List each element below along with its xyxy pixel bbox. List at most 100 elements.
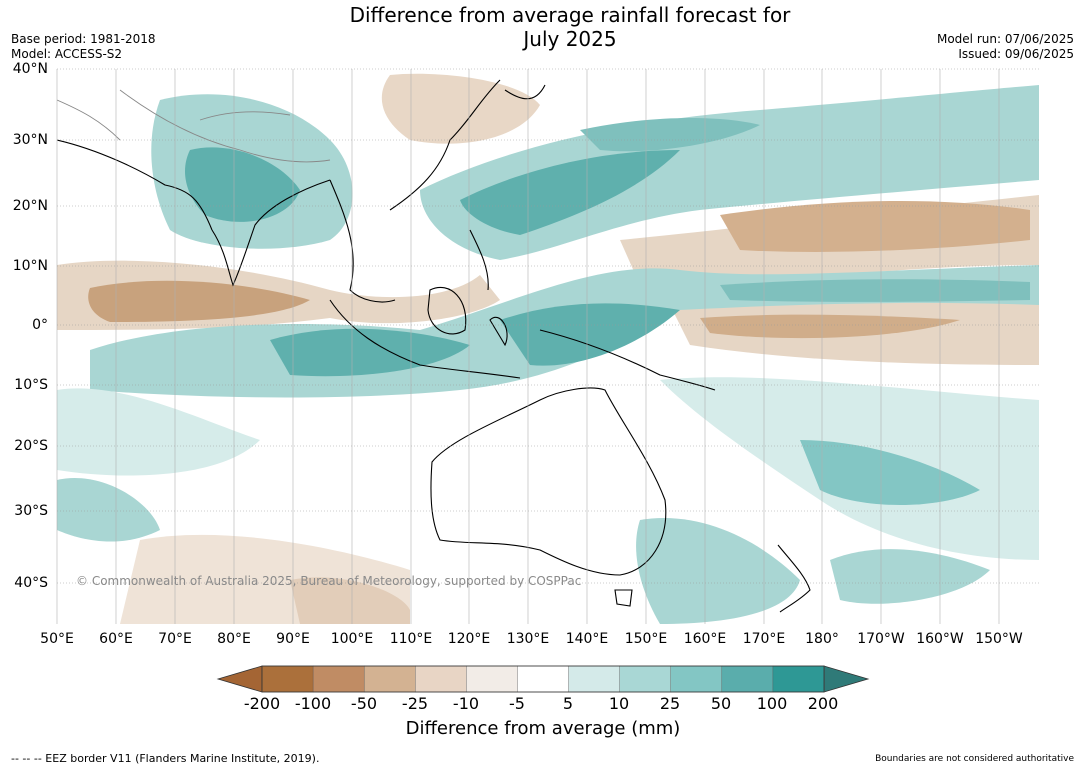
colorbar-tick: -10	[452, 694, 480, 713]
border-line	[199, 111, 291, 121]
colorbar-cell	[772, 665, 825, 693]
coastlines	[57, 79, 811, 613]
colorbar-cell	[415, 665, 468, 693]
dry-region	[700, 314, 960, 339]
map-title-line1: Difference from average rainfall forecas…	[349, 3, 791, 27]
colorbar-cell	[466, 665, 519, 693]
meta-right: Model run: 07/06/2025 Issued: 09/06/2025	[937, 32, 1074, 62]
lat-label: 30°N	[12, 132, 48, 148]
lon-label: 130°E	[506, 631, 550, 647]
colorbar-cell	[517, 665, 570, 693]
colorbar-cells	[261, 665, 825, 693]
india-outline	[211, 179, 331, 287]
lat-label: 40°S	[14, 575, 48, 591]
lat-label: 20°S	[14, 438, 48, 454]
borneo-outline	[427, 286, 467, 335]
wet-region	[185, 147, 300, 222]
colorbar-tick: -5	[509, 694, 525, 713]
border-line	[57, 99, 121, 141]
lon-label: 160°W	[916, 631, 964, 647]
colorbar-cell	[363, 665, 416, 693]
wet-region	[720, 279, 1030, 302]
colorbar-tick: 200	[807, 694, 839, 713]
lon-label: 120°E	[447, 631, 491, 647]
wet-region	[580, 118, 760, 152]
colorbar-tick: -200	[243, 694, 281, 713]
lon-label: 150°W	[975, 631, 1023, 647]
lon-label: 100°E	[330, 631, 374, 647]
lat-label: 10°N	[12, 258, 48, 274]
colorbar-tick: 50	[710, 694, 732, 713]
lon-label: 170°E	[742, 631, 786, 647]
philippines-outline	[469, 229, 489, 291]
colorbar-cell	[312, 665, 365, 693]
colorbar-cell	[670, 665, 723, 693]
colorbar-tick: 100	[756, 694, 788, 713]
colorbar-tick: -100	[294, 694, 332, 713]
arabia-iran-coast	[57, 139, 213, 231]
wet-region	[636, 518, 800, 624]
lat-label: 10°S	[14, 377, 48, 393]
colorbar-cell	[568, 665, 621, 693]
china-coast	[389, 79, 501, 211]
indochina-outline	[329, 179, 396, 303]
lon-label: 150°E	[624, 631, 668, 647]
colorbar-cell	[619, 665, 672, 693]
sumatra-java-outline	[329, 299, 521, 379]
dry-region	[720, 200, 1030, 252]
lat-label: 0°	[32, 317, 48, 333]
wet-region	[420, 85, 1039, 260]
dry-region	[88, 280, 311, 322]
meta-left: Base period: 1981-2018 Model: ACCESS-S2	[11, 32, 156, 62]
wet-region	[800, 440, 980, 505]
colorbar-tick: -50	[350, 694, 378, 713]
lon-label: 70°E	[158, 631, 192, 647]
lat-label: 20°N	[12, 198, 48, 214]
sulawesi-outline	[489, 317, 508, 347]
colorbar-tick: 5	[562, 694, 574, 713]
lon-label: 50°E	[40, 631, 74, 647]
colorbar-tick: -25	[401, 694, 429, 713]
colorbar-arrow-left	[216, 665, 263, 693]
colorbar-tick: 10	[608, 694, 630, 713]
lat-label: 40°N	[12, 61, 48, 77]
model-run: Model run: 07/06/2025	[936, 32, 1074, 46]
colorbar-tick: 25	[659, 694, 681, 713]
lon-label: 80°E	[217, 631, 251, 647]
australia-outline	[430, 387, 667, 576]
map-title-line2: July 2025	[523, 27, 617, 51]
wet-region	[500, 303, 680, 366]
lon-label: 140°E	[565, 631, 609, 647]
base-period: Base period: 1981-2018	[11, 32, 156, 46]
lat-label: 30°S	[14, 503, 48, 519]
lon-label: 160°E	[683, 631, 727, 647]
lon-label: 110°E	[389, 631, 433, 647]
country-borders	[57, 89, 331, 163]
new-guinea-outline	[539, 329, 716, 391]
model-name: Model: ACCESS-S2	[11, 47, 123, 61]
wet-region	[460, 150, 680, 235]
colorbar-arrow-right	[823, 665, 870, 693]
wet-region	[830, 549, 990, 604]
dry-region	[381, 73, 540, 144]
lon-label: 60°E	[99, 631, 133, 647]
colorbar-cell	[721, 665, 774, 693]
lon-label: 180°	[805, 631, 839, 647]
japan-outline	[504, 84, 546, 100]
meridians	[56, 69, 1000, 624]
border-line	[119, 89, 331, 163]
dry-region	[290, 577, 410, 624]
wet-region	[57, 388, 260, 476]
colorbar-label: Difference from average (mm)	[405, 718, 681, 739]
new-zealand-outline	[777, 544, 811, 613]
eez-legend: -- -- -- EEZ border V11 (Flanders Marine…	[11, 752, 320, 765]
colorbar	[216, 665, 870, 693]
wet-region	[57, 478, 160, 542]
map-title: Difference from average rainfall forecas…	[0, 3, 1085, 51]
tasmania-outline	[614, 589, 633, 607]
anomaly-field	[57, 69, 1039, 624]
colorbar-frame	[261, 665, 825, 693]
boundaries-disclaimer: Boundaries are not considered authoritat…	[875, 754, 1074, 764]
copyright-notice: © Commonwealth of Australia 2025, Bureau…	[76, 574, 582, 588]
